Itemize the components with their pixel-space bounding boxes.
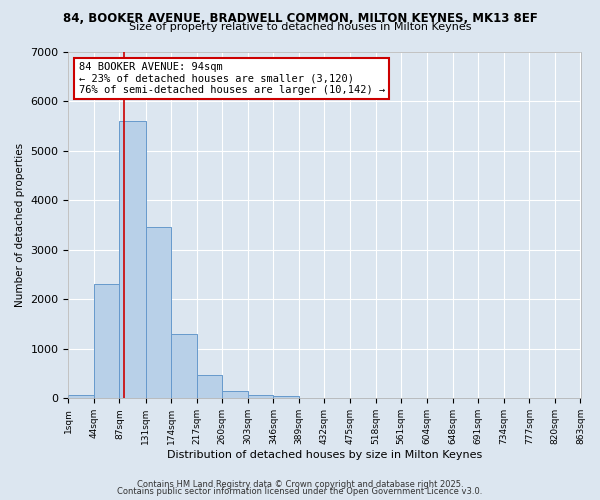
Bar bbox=[68, 395, 94, 398]
Bar bbox=[146, 228, 171, 398]
Y-axis label: Number of detached properties: Number of detached properties bbox=[15, 143, 25, 307]
Bar bbox=[119, 121, 146, 398]
Bar bbox=[171, 334, 197, 398]
Bar bbox=[197, 374, 222, 398]
Bar bbox=[94, 284, 119, 399]
Text: Contains HM Land Registry data © Crown copyright and database right 2025.: Contains HM Land Registry data © Crown c… bbox=[137, 480, 463, 489]
Text: Size of property relative to detached houses in Milton Keynes: Size of property relative to detached ho… bbox=[129, 22, 471, 32]
Bar bbox=[222, 391, 248, 398]
Bar bbox=[248, 395, 274, 398]
Text: 84 BOOKER AVENUE: 94sqm
← 23% of detached houses are smaller (3,120)
76% of semi: 84 BOOKER AVENUE: 94sqm ← 23% of detache… bbox=[79, 62, 385, 95]
Text: Contains public sector information licensed under the Open Government Licence v3: Contains public sector information licen… bbox=[118, 487, 482, 496]
X-axis label: Distribution of detached houses by size in Milton Keynes: Distribution of detached houses by size … bbox=[167, 450, 482, 460]
Text: 84, BOOKER AVENUE, BRADWELL COMMON, MILTON KEYNES, MK13 8EF: 84, BOOKER AVENUE, BRADWELL COMMON, MILT… bbox=[62, 12, 538, 26]
Bar bbox=[274, 396, 299, 398]
